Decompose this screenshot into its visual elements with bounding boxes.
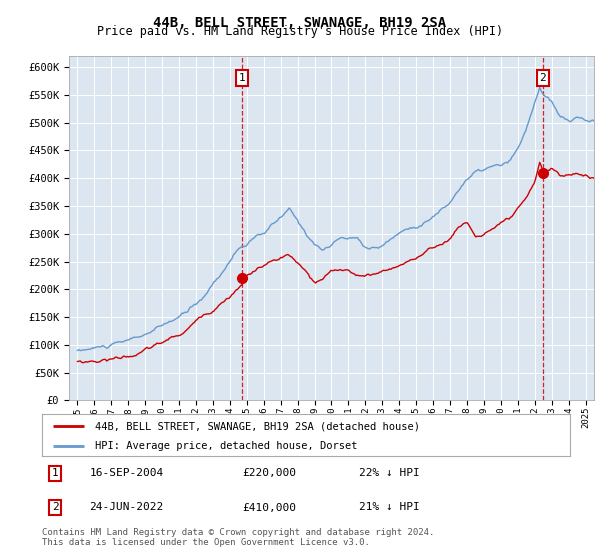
Text: 2: 2 bbox=[52, 502, 59, 512]
Text: 2: 2 bbox=[539, 73, 546, 83]
Text: £410,000: £410,000 bbox=[242, 502, 296, 512]
Text: Contains HM Land Registry data © Crown copyright and database right 2024.
This d: Contains HM Land Registry data © Crown c… bbox=[42, 528, 434, 547]
Text: £220,000: £220,000 bbox=[242, 468, 296, 478]
Text: Price paid vs. HM Land Registry's House Price Index (HPI): Price paid vs. HM Land Registry's House … bbox=[97, 25, 503, 38]
Text: 16-SEP-2004: 16-SEP-2004 bbox=[89, 468, 164, 478]
Text: 21% ↓ HPI: 21% ↓ HPI bbox=[359, 502, 419, 512]
Text: 1: 1 bbox=[239, 73, 245, 83]
Text: 44B, BELL STREET, SWANAGE, BH19 2SA (detached house): 44B, BELL STREET, SWANAGE, BH19 2SA (det… bbox=[95, 421, 420, 431]
Text: 44B, BELL STREET, SWANAGE, BH19 2SA: 44B, BELL STREET, SWANAGE, BH19 2SA bbox=[154, 16, 446, 30]
Text: 1: 1 bbox=[52, 468, 59, 478]
Text: 24-JUN-2022: 24-JUN-2022 bbox=[89, 502, 164, 512]
Text: 22% ↓ HPI: 22% ↓ HPI bbox=[359, 468, 419, 478]
Text: HPI: Average price, detached house, Dorset: HPI: Average price, detached house, Dors… bbox=[95, 441, 358, 451]
